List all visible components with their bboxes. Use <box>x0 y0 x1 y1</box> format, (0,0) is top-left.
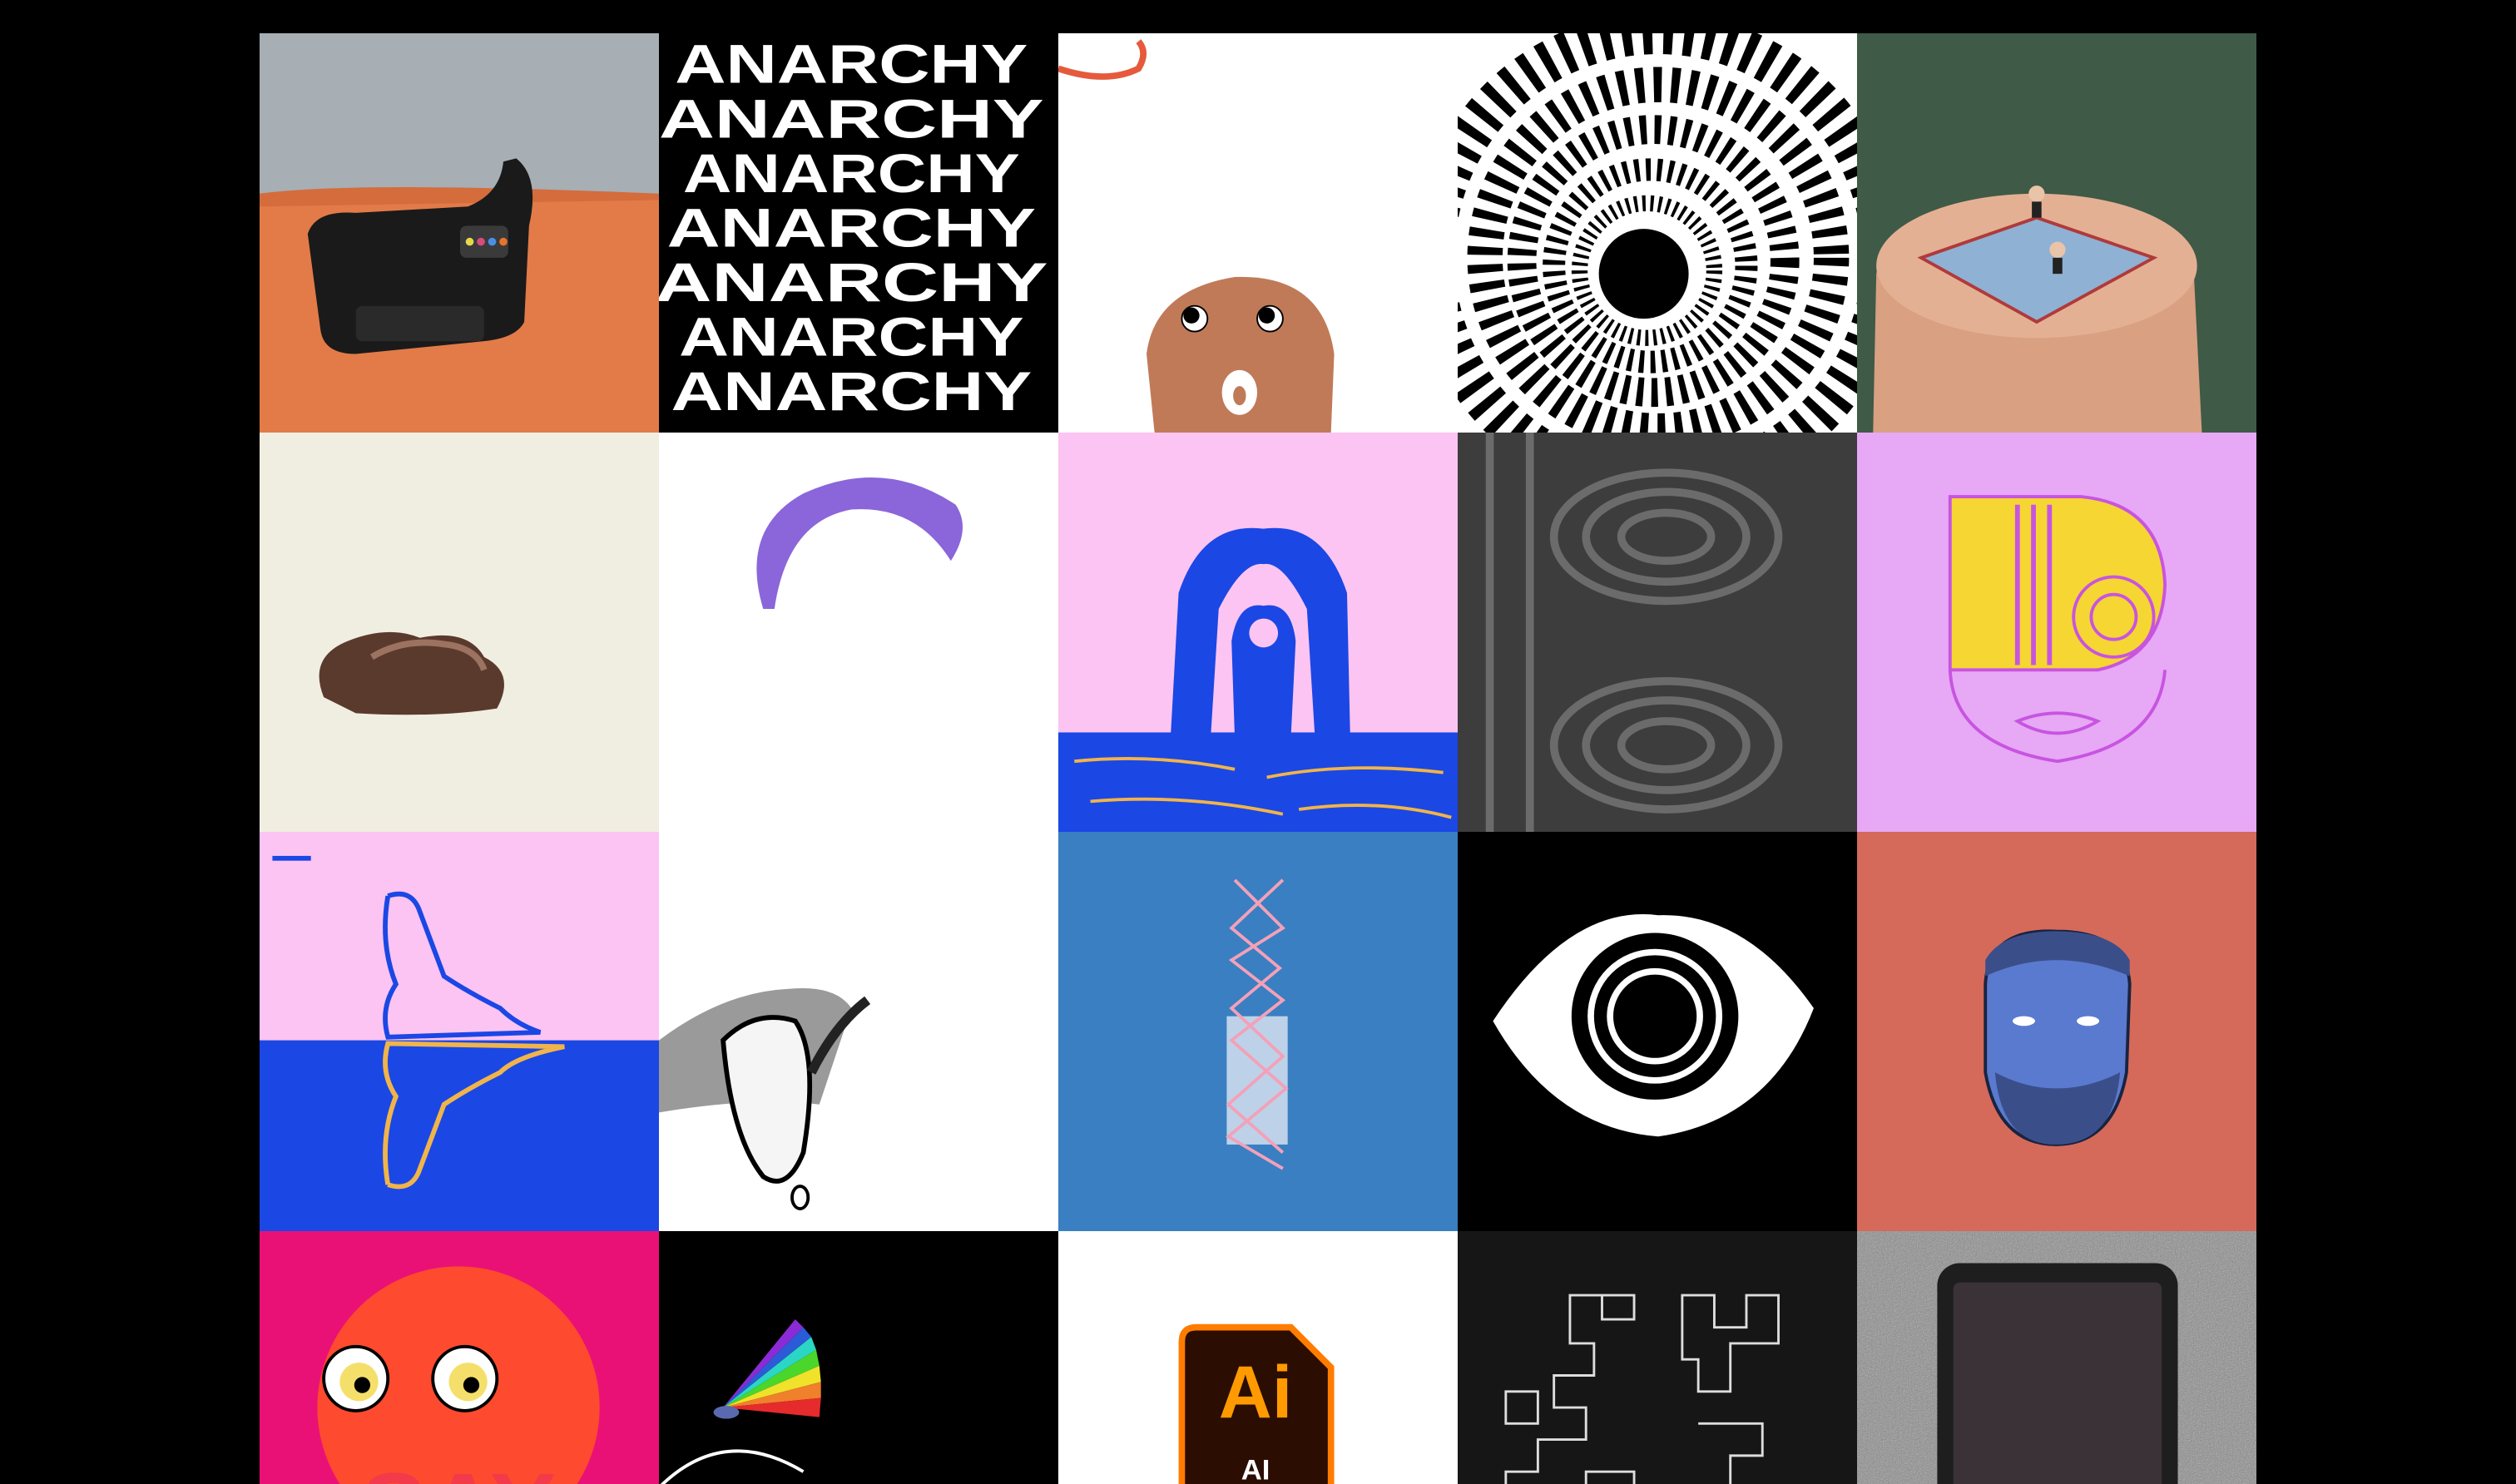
tile-ai-logo[interactable]: Ai AI <box>1058 1231 1458 1484</box>
anarchy-line: ANARCHY <box>679 306 1023 367</box>
tile-printer[interactable] <box>260 33 659 433</box>
tile-yellow-face[interactable] <box>1857 433 2256 832</box>
ai-caption: AI <box>1241 1454 1270 1484</box>
tile-boxing-head[interactable] <box>1857 33 2256 433</box>
tile-tablet[interactable] <box>1857 1231 2256 1484</box>
tile-eye[interactable] <box>1458 832 1857 1231</box>
anarchy-line: ANARCHY <box>659 252 1048 313</box>
tile-blue-face[interactable] <box>1857 832 2256 1231</box>
tile-spiral[interactable] <box>1458 33 1857 433</box>
tile-purple-arc[interactable] <box>659 433 1058 832</box>
tile-face-blob[interactable] <box>1058 33 1458 433</box>
tile-anarchy[interactable]: ANARCHYANARCHYANARCHYANARCHYANARCHYANARC… <box>659 33 1058 433</box>
anarchy-line: ANARCHY <box>683 143 1020 204</box>
tile-gray-texture[interactable] <box>1458 433 1857 832</box>
say-text: SAY <box>361 1454 557 1484</box>
tile-blue-arch[interactable] <box>1058 433 1458 832</box>
tile-maze[interactable] <box>1458 1231 1857 1484</box>
gallery-grid: ANARCHY ANARCHY ANARCHY ANARCHY ANARCHY ANARC… <box>260 33 2256 1484</box>
anarchy-line: ANARCHY <box>671 361 1032 422</box>
tile-pink-scribble[interactable] <box>1058 832 1458 1231</box>
tile-say[interactable]: SAY <box>260 1231 659 1484</box>
tile-reflection[interactable] <box>260 832 659 1231</box>
anarchy-line: ANARCHY <box>667 197 1036 258</box>
anarchy-line: ANARCHY <box>675 34 1028 95</box>
anarchy-line: ANARCHY <box>659 88 1044 149</box>
tile-rainbow[interactable] <box>659 1231 1058 1484</box>
tile-brown-blob[interactable] <box>260 433 659 832</box>
tile-melting-clock[interactable] <box>659 832 1058 1231</box>
ai-logo-text: Ai <box>1219 1351 1293 1433</box>
